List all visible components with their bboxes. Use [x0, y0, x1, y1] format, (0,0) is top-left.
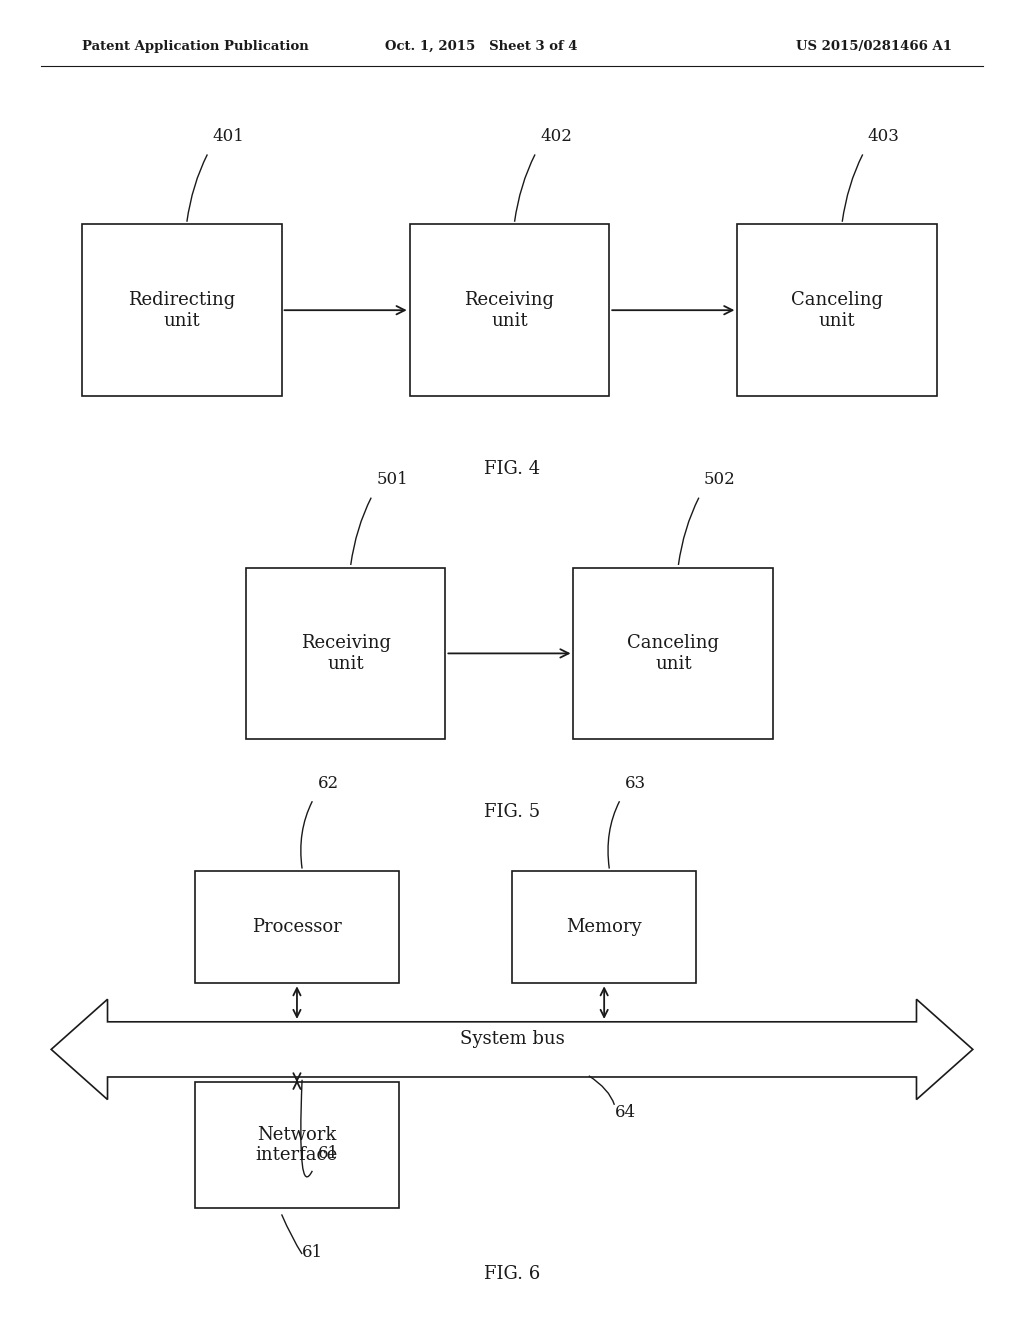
Text: 63: 63 [625, 775, 646, 792]
FancyBboxPatch shape [573, 568, 773, 739]
FancyBboxPatch shape [410, 224, 609, 396]
Text: FIG. 5: FIG. 5 [484, 803, 540, 821]
Text: FIG. 6: FIG. 6 [484, 1265, 540, 1283]
Text: 61: 61 [302, 1243, 324, 1261]
FancyBboxPatch shape [195, 871, 399, 983]
FancyBboxPatch shape [246, 568, 445, 739]
Text: 403: 403 [868, 128, 900, 145]
Text: Canceling
unit: Canceling unit [628, 634, 719, 673]
FancyBboxPatch shape [512, 871, 696, 983]
Text: 402: 402 [541, 128, 572, 145]
Text: Redirecting
unit: Redirecting unit [128, 290, 236, 330]
Text: Canceling
unit: Canceling unit [792, 290, 883, 330]
Polygon shape [51, 999, 973, 1100]
Text: FIG. 4: FIG. 4 [484, 459, 540, 478]
Text: 62: 62 [317, 775, 339, 792]
Text: 502: 502 [705, 471, 736, 488]
Text: 61: 61 [317, 1144, 339, 1162]
Text: Patent Application Publication: Patent Application Publication [82, 40, 308, 53]
Text: 64: 64 [614, 1105, 636, 1121]
FancyBboxPatch shape [82, 224, 282, 396]
Text: Processor: Processor [252, 919, 342, 936]
Text: System bus: System bus [460, 1030, 564, 1048]
Text: 401: 401 [213, 128, 245, 145]
FancyBboxPatch shape [737, 224, 937, 396]
Text: US 2015/0281466 A1: US 2015/0281466 A1 [797, 40, 952, 53]
Text: Memory: Memory [566, 919, 642, 936]
Text: Network
interface: Network interface [256, 1126, 338, 1164]
Text: 501: 501 [377, 471, 409, 488]
Text: Oct. 1, 2015   Sheet 3 of 4: Oct. 1, 2015 Sheet 3 of 4 [385, 40, 578, 53]
FancyBboxPatch shape [195, 1082, 399, 1208]
Text: Receiving
unit: Receiving unit [301, 634, 390, 673]
Text: Receiving
unit: Receiving unit [465, 290, 554, 330]
